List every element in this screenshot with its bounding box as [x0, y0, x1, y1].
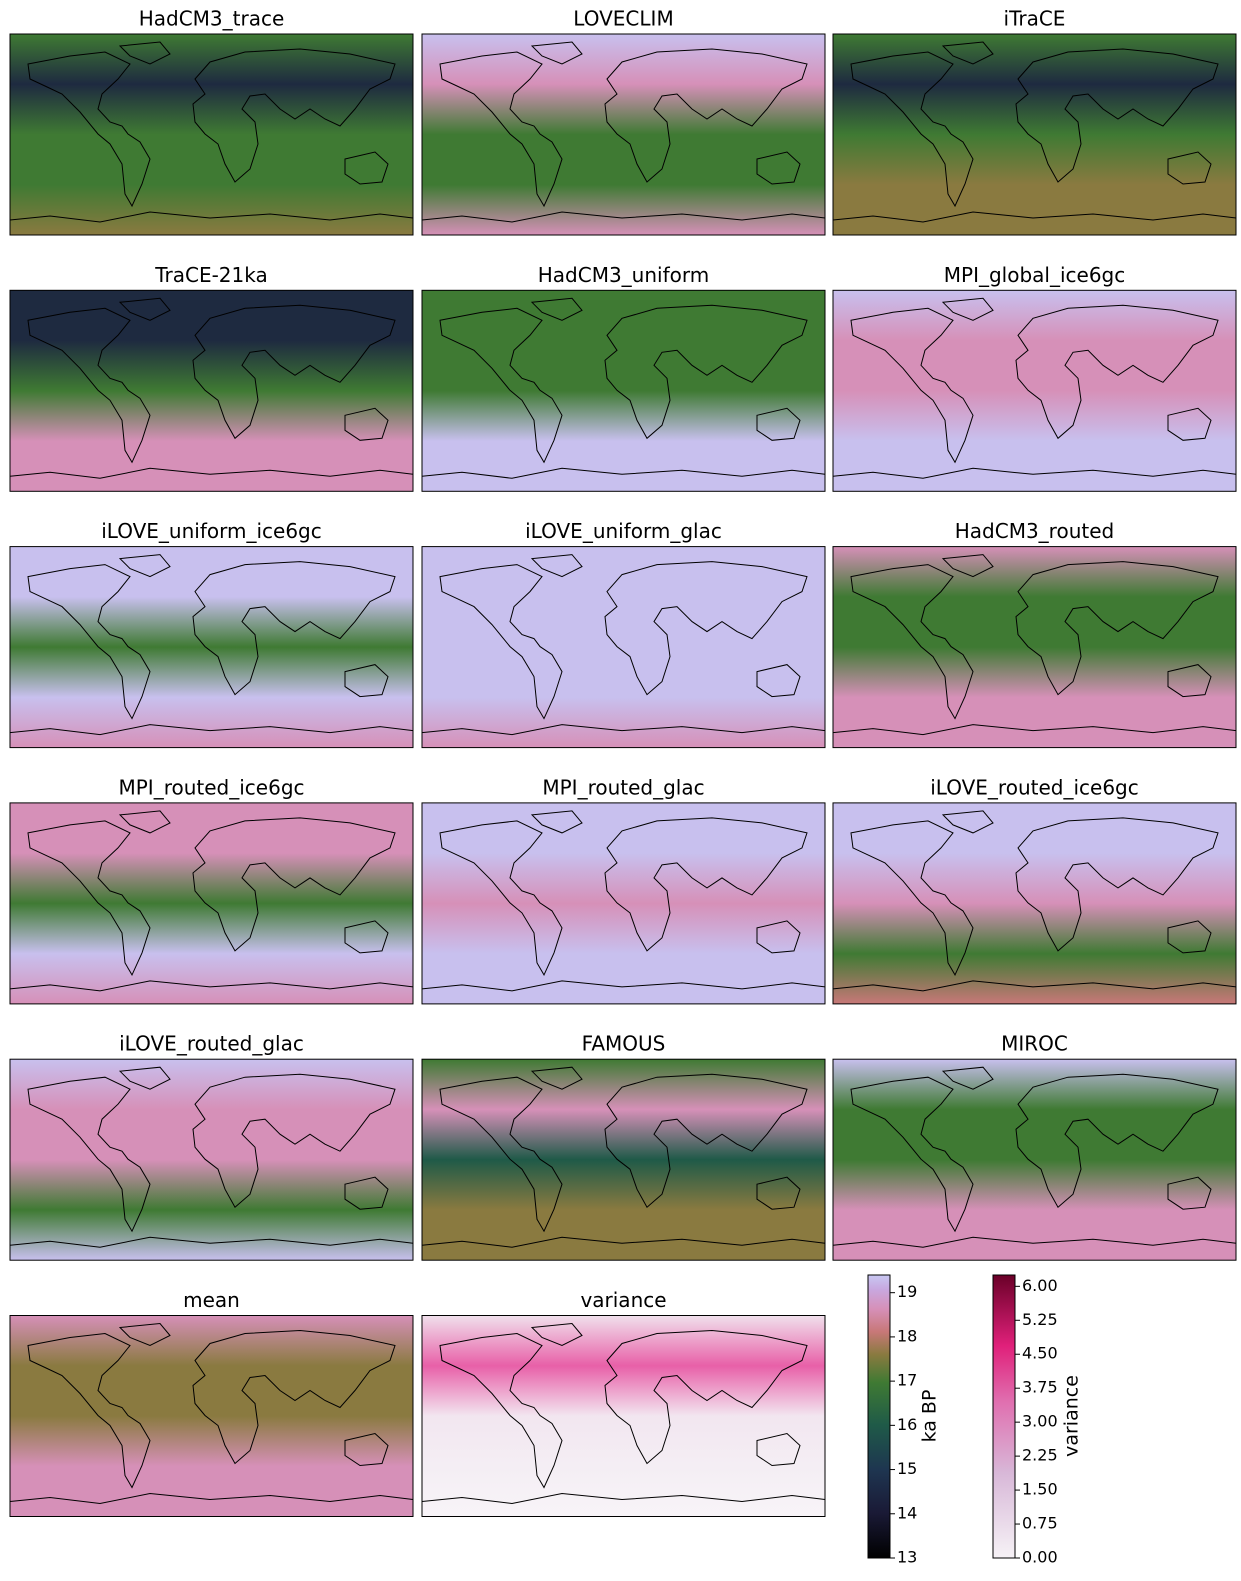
- colorbar-tick-label: 0.00: [1022, 1548, 1058, 1567]
- colorbar-tick-label: 13: [897, 1548, 917, 1567]
- panel-title: HadCM3_routed: [955, 519, 1114, 543]
- map-field: [10, 1059, 413, 1260]
- map-field: [422, 34, 825, 235]
- panel-title: MIROC: [1001, 1032, 1068, 1056]
- map-panel: [10, 1316, 413, 1517]
- panel-title: iLOVE_uniform_glac: [525, 519, 722, 543]
- colorbar-tick-label: 5.25: [1022, 1310, 1058, 1329]
- colorbar-tick-label: 14: [897, 1503, 917, 1522]
- panel-title: iTraCE: [1004, 7, 1066, 31]
- colorbar-label: variance: [1061, 1375, 1083, 1457]
- map-field: [10, 803, 413, 1004]
- colorbar: [993, 1275, 1015, 1558]
- panel-title: iLOVE_routed_glac: [119, 1032, 304, 1056]
- panel-title: iLOVE_uniform_ice6gc: [101, 519, 322, 543]
- colorbar-tick-label: 1.50: [1022, 1480, 1058, 1499]
- map-field: [422, 1316, 825, 1517]
- colorbar-tick-label: 4.50: [1022, 1344, 1058, 1363]
- map-panel: [422, 803, 825, 1004]
- panel-title: FAMOUS: [582, 1032, 666, 1056]
- map-panel: [833, 1059, 1236, 1260]
- colorbar-tick-label: 15: [897, 1459, 917, 1478]
- map-field: [833, 34, 1236, 235]
- map-panel: [833, 34, 1236, 235]
- map-field: [10, 34, 413, 235]
- panel-title: TraCE-21ka: [154, 263, 268, 287]
- map-panel: [833, 290, 1236, 491]
- colorbar-label: ka BP: [919, 1390, 941, 1443]
- map-field: [422, 803, 825, 1004]
- map-field: [833, 290, 1236, 491]
- figure: HadCM3_trace LOVECLIM iTraCE TraCE-21ka HadC…: [0, 0, 1241, 1581]
- panel-title: MPI_routed_glac: [542, 775, 704, 799]
- colorbar-tick-label: 17: [897, 1371, 917, 1390]
- colorbar-tick-label: 19: [897, 1282, 917, 1301]
- map-panel: [10, 290, 413, 491]
- map-panel: [422, 290, 825, 491]
- panel-title: HadCM3_trace: [139, 7, 285, 31]
- panel-title: MPI_global_ice6gc: [944, 263, 1125, 287]
- map-panel: [422, 547, 825, 748]
- map-panel: [833, 547, 1236, 748]
- map-field: [422, 547, 825, 748]
- colorbar-tick-label: 6.00: [1022, 1276, 1058, 1295]
- map-field: [833, 1059, 1236, 1260]
- map-field: [833, 803, 1236, 1004]
- map-field: [422, 1059, 825, 1260]
- colorbar-tick-label: 3.75: [1022, 1378, 1058, 1397]
- colorbar-tick-label: 2.25: [1022, 1446, 1058, 1465]
- map-field: [10, 547, 413, 748]
- map-panel: [833, 803, 1236, 1004]
- colorbar-tick-label: 3.00: [1022, 1412, 1058, 1431]
- map-field: [422, 290, 825, 491]
- panel-title: variance: [580, 1288, 666, 1312]
- map-panel: [422, 1316, 825, 1517]
- colorbar-tick-label: 18: [897, 1326, 917, 1345]
- colorbar-tick-label: 16: [897, 1415, 917, 1434]
- map-field: [10, 1316, 413, 1517]
- map-panel: [10, 547, 413, 748]
- map-panel: [422, 1059, 825, 1260]
- panel-title: MPI_routed_ice6gc: [118, 775, 304, 799]
- map-panel: [10, 34, 413, 235]
- map-field: [833, 547, 1236, 748]
- panel-title: LOVECLIM: [573, 7, 673, 31]
- map-panel: [422, 34, 825, 235]
- colorbar-tick-label: 0.75: [1022, 1514, 1058, 1533]
- panel-title: mean: [183, 1288, 240, 1312]
- panel-title: iLOVE_routed_ice6gc: [930, 775, 1139, 799]
- colorbar: [868, 1275, 890, 1558]
- map-panel: [10, 803, 413, 1004]
- panel-title: HadCM3_uniform: [538, 263, 709, 287]
- map-panel: [10, 1059, 413, 1260]
- map-field: [10, 290, 413, 491]
